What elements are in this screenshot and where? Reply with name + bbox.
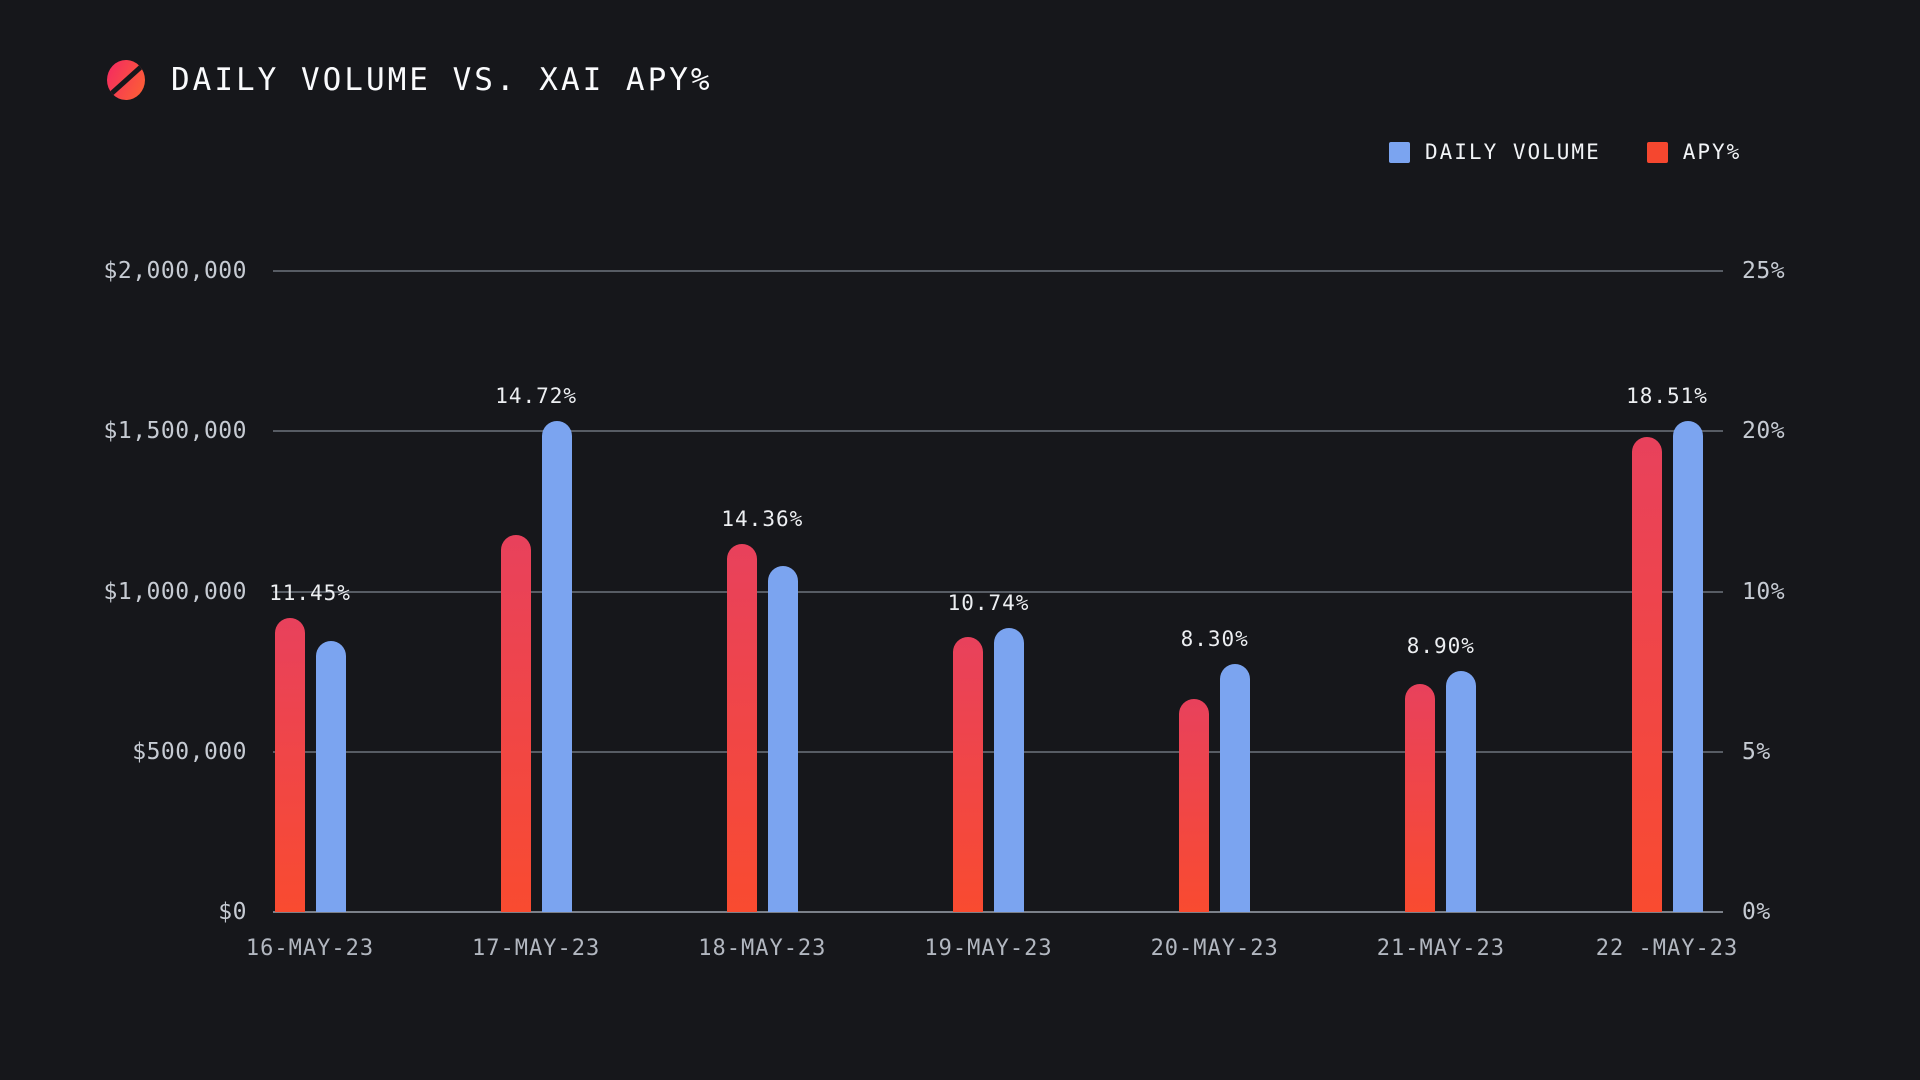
apy-point-label: 10.74% [947,591,1030,616]
slashed-circle-icon [107,60,145,100]
bar-apy[interactable] [953,636,983,912]
y-axis-tick-label-left: $1,500,000 [103,418,247,445]
x-axis-baseline [273,911,1723,913]
x-axis-category-label: 19-MAY-23 [924,936,1053,961]
apy-point-label: 18.51% [1626,383,1708,408]
bar-daily-volume[interactable] [1220,664,1251,912]
y-axis-tick-label-right: 5% [1742,738,1771,765]
legend-item-daily-volume[interactable]: DAILY VOLUME [1389,142,1601,163]
apy-point-label: 14.36% [721,506,804,531]
bar-apy[interactable] [500,534,531,912]
bar-daily-volume[interactable] [767,565,798,912]
x-axis-category-label: 17-MAY-23 [472,936,601,961]
legend-item-apy[interactable]: APY% [1646,140,1742,164]
legend: DAILY VOLUME APY% [1389,142,1741,163]
chart-header: DAILY VOLUME VS. XAI APY% [107,60,713,100]
apy-point-label: 14.72% [495,383,578,408]
bar-apy[interactable] [726,543,757,912]
chart-title: DAILY VOLUME VS. XAI APY% [171,62,713,98]
gridline [273,590,1723,593]
x-axis-category-label: 16-MAY-23 [245,936,375,961]
x-axis-category-label: 18-MAY-23 [698,936,827,961]
apy-swatch-icon [1646,142,1668,163]
bar-daily-volume[interactable] [1672,420,1703,912]
apy-point-label: 8.30% [1180,627,1249,652]
y-axis-tick-label-right: 25% [1742,258,1786,284]
bar-apy[interactable] [1179,699,1210,912]
y-axis-tick-label-left: $500,000 [132,738,247,765]
bar-daily-volume[interactable] [541,420,572,912]
y-axis-tick-label-left: $1,000,000 [103,578,247,605]
x-axis-category-label: 22 -MAY-23 [1595,936,1739,961]
gridline [273,430,1723,433]
x-axis-category-label: 21-MAY-23 [1376,936,1505,961]
y-axis-tick-label-left: $2,000,000 [103,258,247,284]
legend-label-apy: APY% [1682,140,1742,164]
daily-volume-swatch-icon [1389,142,1410,163]
y-axis-tick-label-left: $0 [218,899,247,925]
apy-point-label: 8.90% [1406,634,1475,659]
bar-daily-volume[interactable] [315,641,346,912]
bar-apy[interactable] [1631,437,1662,912]
y-axis-tick-label-right: 20% [1742,418,1786,445]
gridline [273,270,1723,272]
y-axis-tick-label-right: 10% [1742,578,1786,605]
y-axis-tick-label-right: 0% [1742,899,1771,925]
bar-apy[interactable] [274,618,305,912]
apy-point-label: 11.45% [269,581,351,606]
legend-label-daily-volume: DAILY VOLUME [1425,140,1601,164]
bar-apy[interactable] [1405,683,1436,912]
bar-daily-volume[interactable] [994,628,1024,912]
x-axis-category-label: 20-MAY-23 [1150,936,1279,961]
bar-daily-volume[interactable] [1446,671,1477,912]
